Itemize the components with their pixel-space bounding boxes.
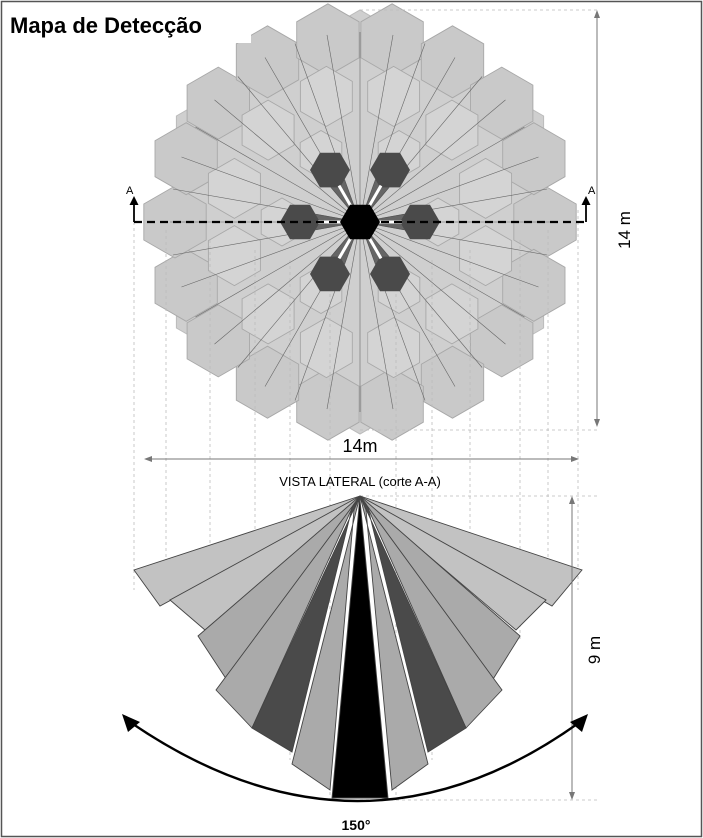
near-zone-lobe	[310, 152, 350, 188]
coverage-hex-cell	[459, 225, 513, 287]
detection-ray	[195, 221, 361, 318]
angle-arc-150	[122, 714, 588, 803]
detection-ray	[359, 34, 394, 223]
near-zone-lobes	[280, 152, 440, 292]
height-dimension-side	[569, 496, 575, 800]
near-zone-lobe	[370, 256, 410, 292]
coverage-hex-cell	[425, 283, 479, 345]
detection-ray	[359, 126, 525, 223]
section-label-right: A	[588, 185, 596, 197]
coverage-hex-cell	[425, 99, 479, 161]
detection-ray	[359, 221, 539, 288]
near-zone-lobe	[310, 256, 350, 292]
side-beam	[331, 495, 389, 799]
detection-ray	[359, 99, 506, 223]
detection-ray	[326, 221, 361, 410]
detection-ray	[214, 99, 361, 223]
detection-ray	[359, 221, 394, 410]
section-marker-right: A	[581, 185, 596, 222]
coverage-hex-cell	[299, 65, 353, 127]
coverage-hex-cell	[367, 317, 421, 379]
side-view-caption: VISTA LATERAL (corte A-A)	[279, 474, 441, 489]
height-label-14m: 14 m	[615, 211, 634, 249]
height-label-9m: 9 m	[585, 636, 604, 664]
detection-ray	[359, 221, 525, 318]
coverage-hex-cell	[367, 65, 421, 127]
detection-ray	[359, 156, 539, 223]
detection-ray	[359, 221, 506, 345]
width-dimension	[144, 456, 579, 462]
detection-ray	[181, 156, 361, 223]
angle-label: 150°	[342, 817, 371, 833]
detection-ray	[195, 126, 361, 223]
coverage-hex-cell	[207, 157, 261, 219]
side-beam	[251, 495, 361, 753]
near-zone-lobe	[370, 152, 410, 188]
section-marker-left: A	[126, 185, 139, 222]
height-dimension-top	[594, 10, 600, 427]
side-beam	[291, 495, 361, 791]
coverage-hex-cell	[241, 99, 295, 161]
page-title: Mapa de Detecção	[10, 13, 202, 38]
title-background	[3, 3, 251, 43]
near-zone-lobe	[280, 204, 320, 240]
width-label-14m: 14m	[342, 436, 377, 456]
section-label-left: A	[126, 185, 134, 197]
coverage-hex-cell	[299, 317, 353, 379]
side-beam	[359, 495, 467, 753]
detection-ray	[326, 34, 361, 223]
coverage-hex-cell	[207, 225, 261, 287]
side-view-beams	[133, 495, 583, 799]
detection-ray	[181, 221, 361, 288]
side-beam	[359, 495, 429, 791]
detection-ray	[214, 221, 361, 345]
coverage-hex-cell	[459, 157, 513, 219]
